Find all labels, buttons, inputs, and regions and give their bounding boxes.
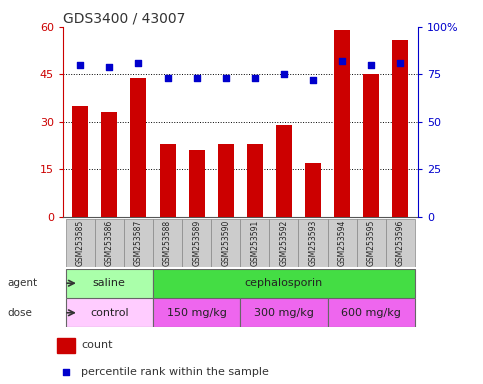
Bar	[386, 219, 415, 267]
Bar	[153, 298, 241, 327]
Point	[105, 64, 113, 70]
Text: percentile rank within the sample: percentile rank within the sample	[81, 367, 269, 377]
Bar	[356, 219, 386, 267]
Bar	[153, 219, 182, 267]
Bar	[241, 298, 327, 327]
Bar	[327, 219, 356, 267]
Point	[62, 369, 70, 375]
Bar	[66, 269, 153, 298]
Bar	[270, 219, 298, 267]
Bar	[130, 78, 146, 217]
Text: cephalosporin: cephalosporin	[245, 278, 323, 288]
Point	[193, 75, 200, 81]
Bar	[57, 338, 75, 353]
Text: saline: saline	[93, 278, 126, 288]
Bar	[218, 144, 234, 217]
Text: GSM253590: GSM253590	[221, 220, 230, 266]
Point	[397, 60, 404, 66]
Text: 150 mg/kg: 150 mg/kg	[167, 308, 227, 318]
Text: GSM253591: GSM253591	[250, 220, 259, 266]
Bar	[363, 74, 379, 217]
Text: GSM253588: GSM253588	[163, 220, 172, 266]
Bar	[334, 30, 350, 217]
Bar	[124, 219, 153, 267]
Bar	[182, 219, 211, 267]
Point	[280, 71, 288, 78]
Text: GSM253592: GSM253592	[280, 220, 288, 266]
Text: GSM253596: GSM253596	[396, 220, 405, 266]
Text: agent: agent	[7, 278, 37, 288]
Point	[135, 60, 142, 66]
Bar	[66, 298, 153, 327]
Text: 600 mg/kg: 600 mg/kg	[341, 308, 401, 318]
Point	[222, 75, 229, 81]
Text: GSM253585: GSM253585	[76, 220, 85, 266]
Point	[338, 58, 346, 64]
Bar	[298, 219, 327, 267]
Text: GSM253587: GSM253587	[134, 220, 143, 266]
Bar	[66, 219, 95, 267]
Text: GSM253595: GSM253595	[367, 220, 376, 266]
Point	[368, 62, 375, 68]
Bar	[211, 219, 241, 267]
Point	[164, 75, 171, 81]
Bar	[392, 40, 408, 217]
Bar	[95, 219, 124, 267]
Text: GSM253594: GSM253594	[338, 220, 347, 266]
Point	[251, 75, 259, 81]
Text: dose: dose	[7, 308, 32, 318]
Bar	[189, 151, 205, 217]
Text: GSM253593: GSM253593	[309, 220, 317, 266]
Bar	[159, 144, 175, 217]
Bar	[305, 163, 321, 217]
Point	[76, 62, 84, 68]
Bar	[153, 269, 415, 298]
Bar	[241, 219, 270, 267]
Bar	[247, 144, 263, 217]
Text: count: count	[81, 340, 113, 350]
Text: GSM253589: GSM253589	[192, 220, 201, 266]
Point	[309, 77, 317, 83]
Bar	[327, 298, 415, 327]
Text: GSM253586: GSM253586	[105, 220, 114, 266]
Text: GDS3400 / 43007: GDS3400 / 43007	[63, 12, 185, 26]
Text: 300 mg/kg: 300 mg/kg	[254, 308, 314, 318]
Text: control: control	[90, 308, 128, 318]
Bar	[72, 106, 88, 217]
Bar	[101, 113, 117, 217]
Bar	[276, 125, 292, 217]
